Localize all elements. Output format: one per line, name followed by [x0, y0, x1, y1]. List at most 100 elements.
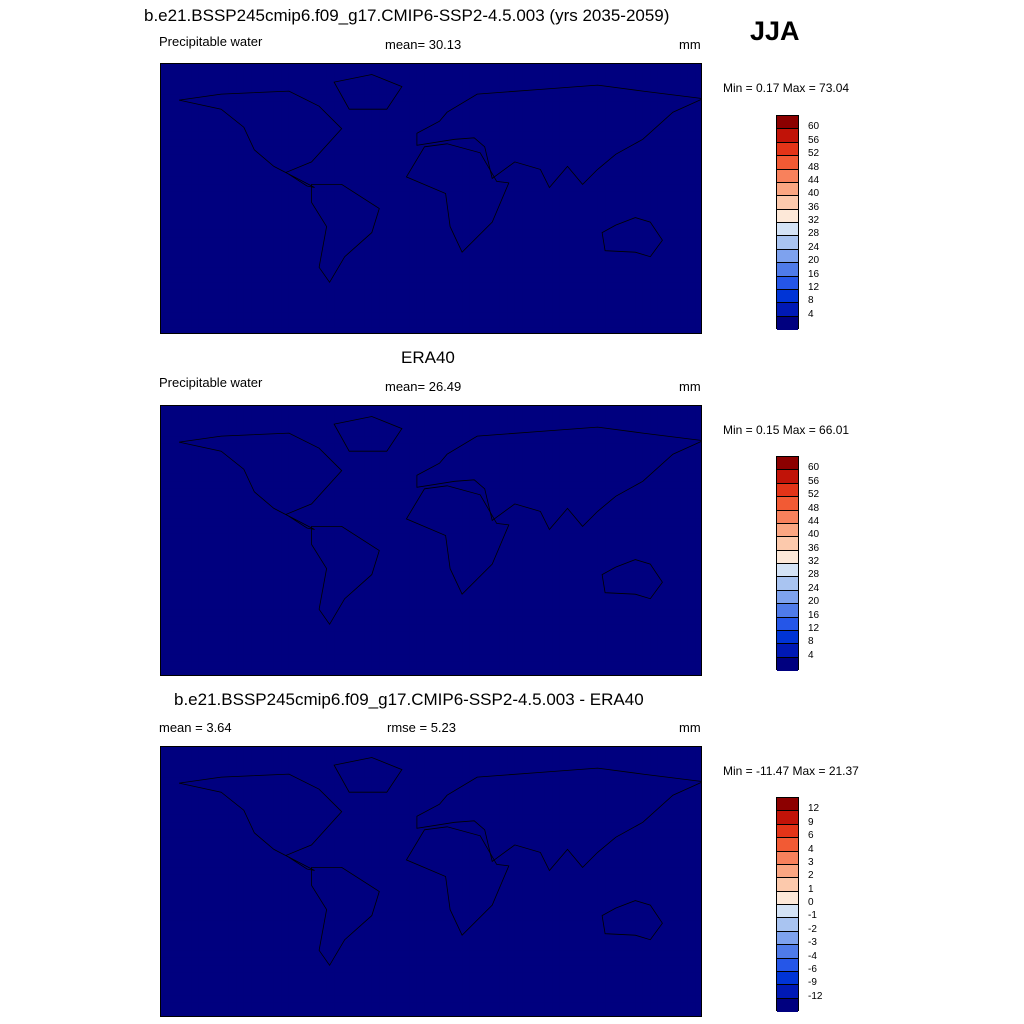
map-cell: [409, 116, 418, 125]
map-cell: [341, 124, 350, 133]
map-cell: [183, 214, 192, 223]
map-cell: [213, 616, 222, 625]
map-cell: [356, 116, 365, 125]
map-cell: [432, 79, 441, 88]
map-cell: [665, 481, 674, 490]
map-cell: [401, 267, 411, 276]
map-cell: [559, 304, 569, 314]
map-cell: [356, 244, 365, 253]
map-cell: [409, 146, 418, 155]
map-cell: [311, 252, 320, 261]
map-cell: [469, 176, 478, 186]
map-cell: [680, 229, 689, 238]
map-cell: [537, 556, 546, 565]
map-cell: [439, 436, 448, 445]
map-cell: [507, 86, 516, 95]
map-cell: [620, 244, 629, 253]
map-cell: [221, 161, 230, 170]
map-cell: [499, 533, 508, 543]
map-cell: [477, 101, 486, 110]
map-cell: [206, 406, 215, 415]
map-cell: [462, 526, 471, 535]
map-cell: [650, 237, 659, 246]
map-cell: [590, 436, 599, 445]
map-cell: [665, 214, 674, 223]
map-cell: [281, 327, 290, 333]
map-cell: [296, 304, 305, 314]
map-cell: [680, 533, 689, 543]
map-cell: [544, 436, 554, 445]
map-cell: [206, 586, 215, 595]
map-cell: [273, 154, 283, 163]
map-cell: [424, 458, 433, 467]
map-cell: [349, 169, 358, 178]
map-cell: [266, 481, 275, 490]
map-cell: [401, 161, 411, 170]
map-cell: [575, 71, 584, 80]
map-cell: [424, 466, 433, 475]
map-cell: [379, 421, 388, 430]
map-cell: [492, 639, 501, 648]
map-cell: [311, 146, 320, 155]
season-label: JJA: [750, 16, 800, 46]
map-cell: [620, 458, 629, 467]
colorbar-tick-label: 52: [808, 148, 820, 160]
map-cell: [439, 511, 448, 520]
map-cell: [507, 413, 516, 422]
map-cell: [612, 64, 621, 73]
map-cell: [635, 229, 644, 238]
map-cell: [522, 282, 531, 291]
map-cell: [424, 237, 433, 246]
map-cell: [672, 94, 682, 103]
map-cell: [439, 549, 448, 558]
map-cell: [680, 406, 689, 415]
map-cell: [544, 71, 554, 80]
map-cell: [537, 579, 546, 588]
map-cell: [379, 533, 388, 543]
map-cell: [477, 244, 486, 253]
map-cell: [236, 274, 245, 283]
map-cell: [304, 131, 313, 140]
map-cell: [356, 428, 365, 437]
map-cell: [319, 139, 328, 148]
map-cell: [288, 511, 298, 520]
map-cell: [341, 609, 350, 618]
map-cell: [364, 406, 373, 415]
map-cell: [273, 473, 283, 482]
map-cell: [559, 252, 569, 261]
map-cell: [221, 436, 230, 445]
map-cell: [371, 86, 380, 95]
map-cell: [243, 71, 252, 80]
map-cell: [605, 259, 614, 268]
map-cell: [567, 244, 576, 253]
map-cell: [424, 124, 433, 133]
map-cell: [326, 199, 335, 208]
map-cell: [544, 169, 554, 178]
map-cell: [176, 639, 185, 648]
map-cell: [258, 549, 267, 558]
map-cell: [537, 267, 546, 276]
map-cell: [326, 161, 335, 170]
map-cell: [620, 541, 629, 550]
map-cell: [198, 267, 207, 276]
map-cell: [575, 79, 584, 88]
map-cell: [311, 631, 320, 640]
map-cell: [695, 169, 701, 178]
map-cell: [394, 549, 403, 558]
map-cell: [394, 176, 403, 186]
map-cell: [492, 496, 501, 505]
map-cell: [582, 229, 591, 238]
map-cell: [492, 586, 501, 595]
map-cell: [379, 297, 388, 306]
map-cell: [304, 594, 313, 603]
map-cell: [221, 312, 230, 321]
map-cell: [695, 526, 701, 535]
map-cell: [559, 237, 569, 246]
map-cell: [552, 297, 561, 306]
continent-outline: [333, 74, 403, 110]
map-cell: [605, 421, 614, 430]
map-cell: [296, 191, 305, 201]
map-cell: [251, 421, 260, 430]
map-cell: [537, 413, 546, 422]
map-cell: [477, 511, 486, 520]
